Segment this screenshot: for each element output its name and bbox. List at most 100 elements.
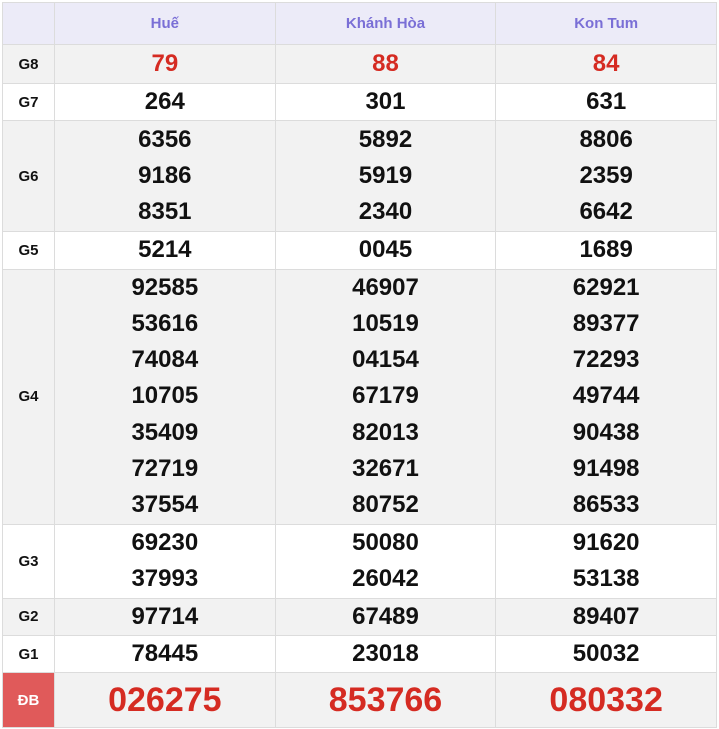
prize-cell: 8806 2359 6642 (495, 120, 717, 233)
prize-number: 89377 (572, 309, 640, 337)
prize-number: 80752 (352, 491, 419, 519)
prize-number: 35409 (131, 418, 199, 446)
prize-number: 67489 (352, 602, 419, 630)
prize-row-g3: G3 69230 37993 50080 26042 91620 53138 (2, 523, 717, 599)
prize-number: 8806 (579, 125, 633, 153)
prize-label: G2 (2, 597, 55, 636)
prize-number: 23018 (352, 639, 419, 667)
prize-number: 67179 (352, 382, 419, 410)
prize-number: 88 (372, 49, 399, 77)
prize-number: 2359 (579, 162, 633, 190)
prize-number: 72719 (131, 455, 199, 483)
prize-number: 53138 (572, 565, 640, 593)
prize-number: 79 (151, 49, 179, 77)
prize-cell: 631 (495, 82, 717, 122)
prize-cell: 91620 53138 (495, 523, 717, 599)
prize-number: 91620 (572, 528, 640, 556)
prize-cell: 97714 (54, 597, 276, 636)
prize-cell: 853766 (274, 672, 497, 729)
prize-number: 6356 (138, 125, 192, 153)
corner-cell (2, 2, 55, 45)
prize-cell: 264 (54, 82, 276, 122)
prize-number: 026275 (108, 681, 222, 720)
prize-number: 631 (586, 88, 627, 115)
prize-number: 91498 (572, 455, 640, 483)
prize-cell: 89407 (495, 597, 717, 636)
prize-number: 301 (365, 88, 406, 115)
prize-label: G1 (2, 634, 55, 674)
prize-number: 080332 (549, 681, 663, 720)
prize-row-g4: G4 92585 53616 74084 10705 35409 72719 37554 469… (2, 268, 717, 525)
prize-number: 82013 (352, 418, 419, 446)
province-header[interactable]: Kon Tum (495, 2, 717, 45)
prize-row-g5: G5 5214 0045 1689 (2, 231, 717, 270)
prize-row-g2: G2 97714 67489 89407 (2, 597, 717, 636)
prize-number: 5919 (358, 162, 413, 190)
prize-number: 264 (144, 88, 185, 115)
prize-number: 69230 (131, 528, 199, 556)
prize-cell: 50080 26042 (274, 523, 497, 599)
header-row: Huế Khánh Hòa Kon Tum (2, 2, 717, 45)
prize-cell: 67489 (274, 597, 497, 636)
prize-cell: 026275 (54, 672, 276, 729)
prize-cell: 6356 9186 8351 (54, 120, 276, 233)
prize-cell: 5892 5919 2340 (274, 120, 497, 233)
prize-number: 9186 (138, 162, 192, 190)
prize-label: ĐB (2, 672, 55, 729)
prize-label: G6 (2, 120, 55, 233)
prize-number: 46907 (352, 273, 419, 301)
prize-cell: 84 (495, 44, 717, 84)
prize-cell: 080332 (495, 672, 717, 729)
prize-number: 92585 (131, 273, 199, 301)
prize-label: G4 (2, 268, 55, 525)
prize-number: 2340 (358, 198, 413, 226)
prize-cell: 23018 (274, 634, 497, 674)
prize-label: G5 (2, 231, 55, 270)
prize-number: 04154 (352, 346, 419, 374)
prize-row-g6: G6 6356 9186 8351 5892 5919 2340 8806 2359 6642 (2, 120, 717, 233)
prize-number: 37554 (131, 491, 199, 519)
prize-number: 53616 (131, 309, 199, 337)
prize-number: 49744 (572, 382, 640, 410)
prize-cell: 46907 10519 04154 67179 82013 32671 80752 (274, 268, 497, 525)
prize-number: 10519 (352, 309, 419, 337)
prize-number: 6642 (579, 198, 633, 226)
prize-cell: 0045 (274, 231, 497, 270)
prize-number: 84 (592, 49, 620, 77)
prize-row-db: ĐB 026275 853766 080332 (2, 672, 717, 729)
prize-cell: 50032 (495, 634, 717, 674)
prize-label: G7 (2, 82, 55, 122)
prize-number: 32671 (352, 455, 419, 483)
province-header[interactable]: Khánh Hòa (274, 2, 497, 45)
prize-number: 8351 (138, 198, 192, 226)
prize-number: 5214 (138, 236, 192, 264)
prize-cell: 78445 (54, 634, 276, 674)
prize-row-g7: G7 264 301 631 (2, 82, 717, 122)
prize-cell: 5214 (54, 231, 276, 270)
prize-number: 86533 (572, 491, 640, 519)
province-header[interactable]: Huế (54, 2, 276, 45)
prize-number: 853766 (328, 681, 443, 720)
prize-number: 26042 (352, 565, 419, 593)
prize-number: 50080 (352, 528, 419, 556)
prize-number: 78445 (131, 639, 199, 667)
prize-number: 37993 (131, 565, 199, 593)
prize-number: 5892 (358, 125, 413, 153)
prize-row-g1: G1 78445 23018 50032 (2, 634, 717, 674)
prize-number: 50032 (572, 639, 640, 667)
prize-number: 97714 (131, 602, 199, 630)
prize-cell: 62921 89377 72293 49744 90438 91498 86533 (495, 268, 717, 525)
prize-number: 72293 (572, 346, 640, 374)
prize-number: 89407 (572, 602, 640, 630)
prize-number: 62921 (572, 273, 640, 301)
prize-label: G3 (2, 523, 55, 599)
prize-cell: 79 (54, 44, 276, 84)
prize-number: 90438 (572, 418, 640, 446)
prize-label: G8 (2, 44, 55, 84)
prize-cell: 1689 (495, 231, 717, 270)
prize-number: 74084 (131, 346, 199, 374)
prize-cell: 92585 53616 74084 10705 35409 72719 37554 (54, 268, 276, 525)
prize-cell: 69230 37993 (54, 523, 276, 599)
prize-number: 1689 (579, 236, 633, 264)
